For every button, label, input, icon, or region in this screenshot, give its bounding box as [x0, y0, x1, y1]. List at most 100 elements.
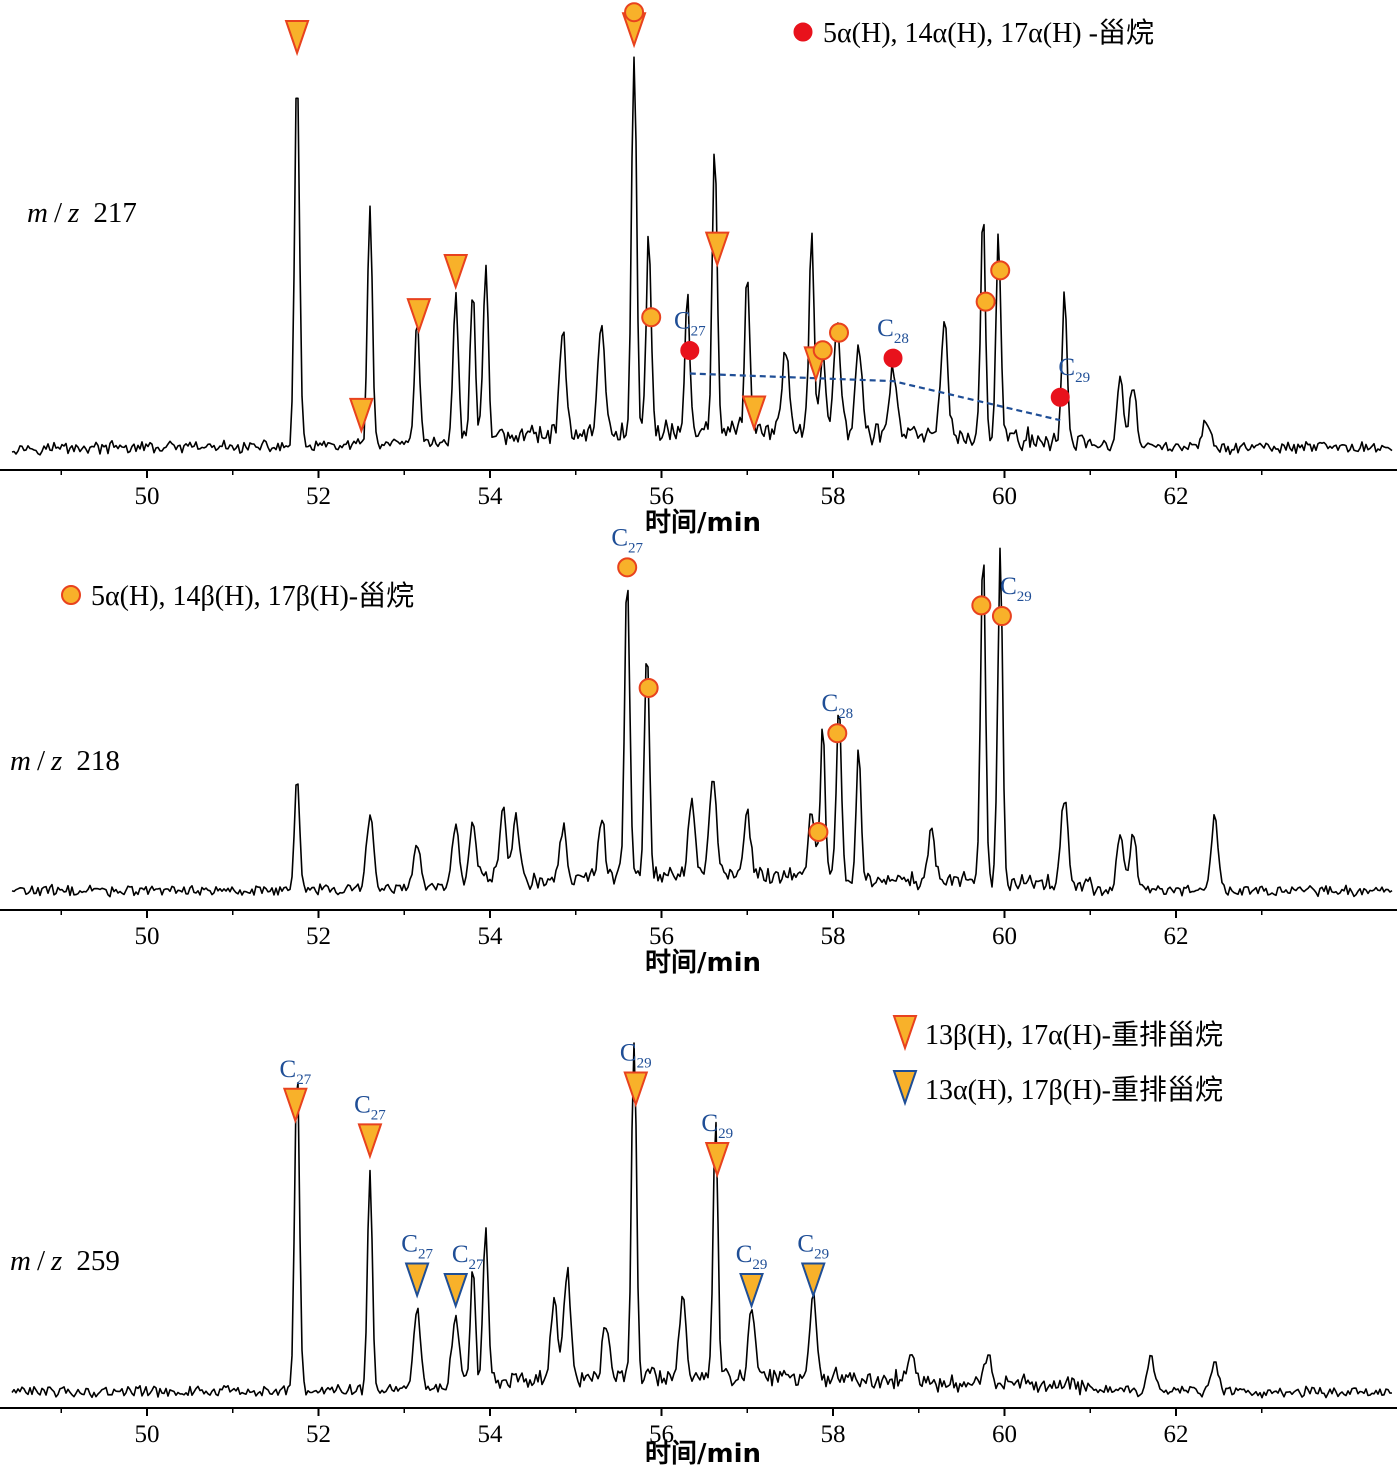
marker-circle-orange: [624, 2, 645, 23]
x-tick-label: 60: [992, 483, 1017, 510]
x-tick-label: 60: [992, 1421, 1017, 1448]
marker-triangle-orange: [704, 231, 730, 268]
marker-triangle-orange: [348, 397, 374, 434]
marker-triangle-blue: [739, 1272, 764, 1310]
ion-label: m / z 217: [27, 197, 137, 229]
marker-circle-orange: [808, 821, 829, 842]
marker-triangle-orange: [282, 1087, 308, 1124]
marker-triangle-orange: [406, 298, 432, 335]
compound-label-subscript: 29: [814, 1247, 829, 1263]
marker-circle-red: [883, 348, 903, 368]
compound-label-subscript: 29: [718, 1126, 733, 1142]
x-tick-label: 54: [478, 923, 504, 950]
compound-label-subscript: 27: [418, 1247, 434, 1263]
x-tick-label: 62: [1164, 1421, 1189, 1448]
marker-triangle-orange: [741, 395, 767, 432]
ion-label: m / z 218: [10, 745, 120, 777]
series-trace: [11, 56, 1393, 456]
compound-label-subscript: 29: [1075, 370, 1090, 386]
compound-label-subscript: 29: [1017, 589, 1032, 605]
x-tick-label: 56: [649, 483, 674, 510]
compound-label-letter: C: [797, 1231, 814, 1258]
compound-label: C27: [452, 1241, 484, 1273]
legend-label: 5α(H), 14β(H), 17β(H)-甾烷: [91, 580, 414, 612]
compound-label: C28: [877, 315, 909, 347]
compound-label: C27: [611, 524, 643, 556]
compound-label-letter: C: [401, 1231, 418, 1258]
ion-label: m / z 259: [10, 1245, 120, 1277]
ion-label-part: 217: [93, 197, 137, 229]
compound-label: C29: [736, 1241, 768, 1273]
marker-circle-orange: [61, 585, 81, 605]
marker-triangle-blue: [443, 1272, 469, 1310]
compound-label-subscript: 27: [628, 540, 644, 556]
compound-label: C29: [701, 1110, 733, 1142]
legend-label: 5α(H), 14α(H), 17α(H) -甾烷: [823, 17, 1154, 49]
ion-label-part: m: [10, 745, 31, 777]
legend-label: 13α(H), 17β(H)-重排甾烷: [925, 1074, 1223, 1106]
marker-triangle-orange: [623, 1071, 649, 1108]
marker-triangle-blue: [800, 1262, 826, 1299]
compound-label: C27: [354, 1091, 386, 1123]
x-tick-label: 54: [478, 1421, 504, 1448]
marker-circle-orange: [975, 291, 996, 312]
x-tick-label: 56: [649, 923, 674, 950]
compound-label-letter: C: [877, 315, 894, 342]
compound-label-subscript: 28: [838, 706, 853, 722]
ion-label-part: 218: [76, 745, 120, 777]
compound-label-letter: C: [674, 308, 691, 335]
ion-label-part: /: [37, 745, 46, 777]
x-tick-label: 56: [649, 1421, 674, 1448]
x-tick-label: 50: [135, 483, 160, 510]
ion-label-part: z: [50, 745, 62, 777]
ion-label-part: 259: [76, 1245, 120, 1277]
ion-label-part: m: [27, 197, 48, 229]
x-tick-label: 62: [1164, 483, 1189, 510]
compound-label: C27: [280, 1056, 312, 1088]
compound-label-letter: C: [1000, 573, 1017, 600]
marker-triangle-orange: [892, 1015, 918, 1052]
compound-label: C29: [620, 1040, 652, 1072]
series-trace: [11, 1042, 1393, 1399]
marker-triangle-orange: [443, 254, 469, 291]
compound-label-letter: C: [620, 1040, 637, 1067]
compound-label-letter: C: [736, 1241, 753, 1268]
x-tick-label: 58: [821, 1421, 846, 1448]
compound-label-subscript: 27: [691, 324, 707, 340]
compound-label-subscript: 27: [296, 1072, 312, 1088]
marker-triangle-orange: [704, 1142, 730, 1179]
ion-label-part: z: [50, 1245, 62, 1277]
marker-circle-orange: [971, 595, 992, 616]
marker-circle-red: [1050, 387, 1070, 407]
compound-label-subscript: 27: [469, 1257, 485, 1273]
ion-label-part: z: [67, 197, 79, 229]
x-tick-label: 60: [992, 923, 1017, 950]
marker-circle-orange: [812, 340, 833, 361]
compound-label: C29: [1058, 354, 1090, 386]
x-tick-label: 50: [135, 1421, 160, 1448]
compound-label-subscript: 27: [371, 1107, 387, 1123]
marker-triangle-blue: [892, 1070, 918, 1107]
ion-label-part: m: [10, 1245, 31, 1277]
compound-label-letter: C: [452, 1241, 469, 1268]
x-axis-label: 时间/min: [645, 948, 761, 978]
marker-circle-red: [680, 341, 700, 361]
trend-line: [689, 372, 1061, 422]
compound-label-letter: C: [701, 1110, 718, 1137]
x-tick-label: 52: [306, 1421, 331, 1448]
marker-circle-orange: [617, 557, 638, 578]
marker-circle-orange: [827, 723, 848, 744]
marker-circle-orange: [641, 307, 662, 328]
x-tick-label: 58: [821, 483, 846, 510]
x-axis-label: 时间/min: [645, 1439, 761, 1468]
x-tick-label: 54: [478, 483, 504, 510]
marker-triangle-blue: [404, 1262, 430, 1299]
marker-triangle-orange: [284, 20, 310, 57]
compound-label: C27: [401, 1231, 433, 1263]
compound-label-subscript: 29: [752, 1257, 767, 1273]
x-tick-label: 52: [306, 923, 331, 950]
